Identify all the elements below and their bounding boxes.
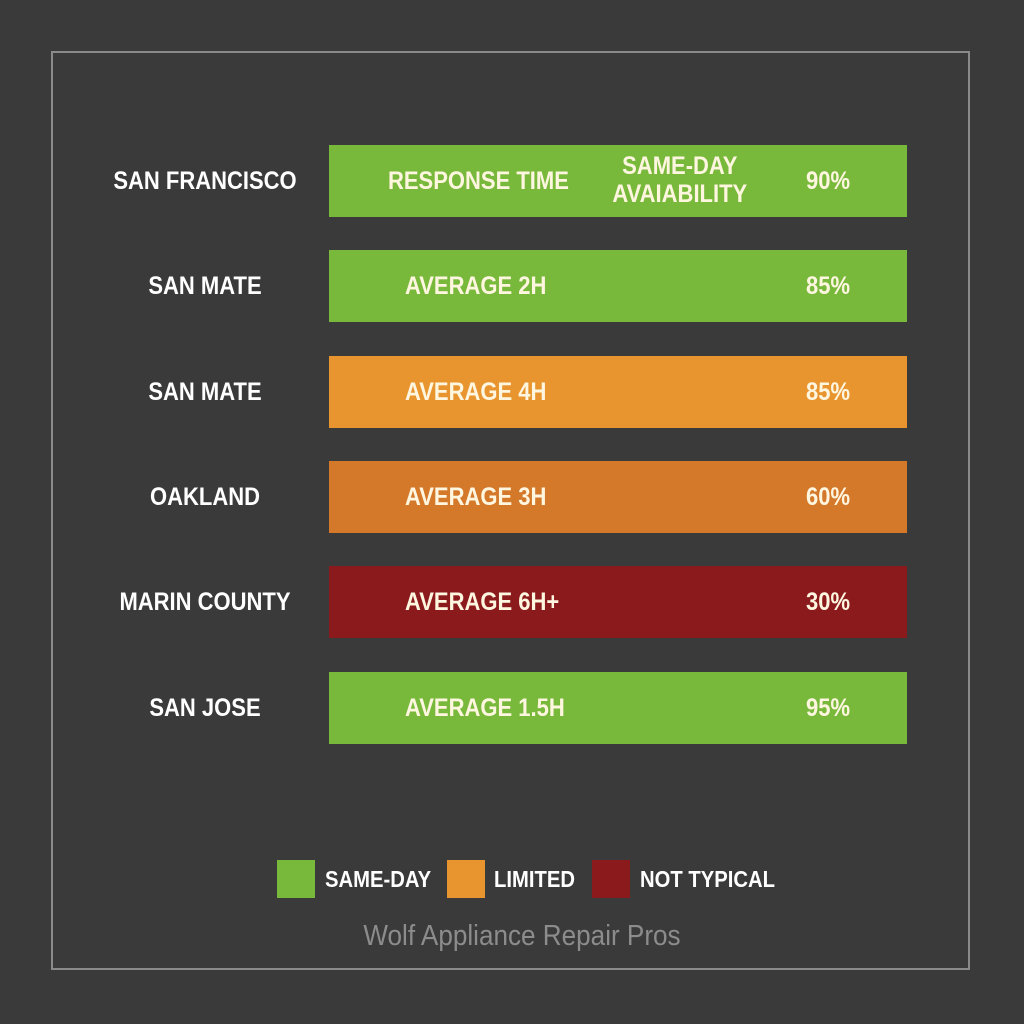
- response-time: AVERAGE 2H: [405, 272, 547, 301]
- legend-label: NOT TYPICAL: [640, 866, 775, 892]
- frame: [51, 51, 970, 970]
- row-bar: AVERAGE 2H 85%: [329, 250, 907, 323]
- response-time: RESPONSE TIME: [388, 167, 569, 195]
- row-bar: AVERAGE 6H+ 30%: [329, 566, 907, 639]
- availability-percent: 85%: [806, 377, 851, 406]
- availability-header: SAME-DAY AVAIABILITY: [612, 152, 748, 208]
- response-time: AVERAGE 6H+: [405, 588, 560, 617]
- availability-percent: 90%: [806, 167, 851, 195]
- response-time: AVERAGE 3H: [405, 482, 547, 511]
- city-label: OAKLAND: [150, 482, 260, 511]
- legend-swatch: [277, 860, 315, 898]
- legend-swatch: [447, 860, 485, 898]
- row-bar: AVERAGE 3H 60%: [329, 460, 907, 533]
- city-label: SAN JOSE: [149, 693, 261, 722]
- legend-label: LIMITED: [494, 866, 575, 892]
- availability-percent: 30%: [806, 588, 851, 617]
- response-time: AVERAGE 1.5H: [405, 693, 565, 722]
- availability-percent: 60%: [806, 482, 851, 511]
- city-label: MARIN COUNTY: [119, 588, 291, 617]
- availability-percent: 95%: [806, 693, 851, 722]
- response-time: AVERAGE 4H: [405, 377, 547, 406]
- city-label: SAN MATE: [148, 377, 262, 406]
- availability-percent: 85%: [806, 272, 851, 301]
- city-label: SAN FRANCISCO: [113, 167, 297, 195]
- footer: Wolf Appliance Repair Pros: [363, 920, 681, 952]
- row-bar: AVERAGE 4H 85%: [329, 355, 907, 428]
- city-label: SAN MATE: [148, 272, 262, 301]
- legend-swatch: [592, 860, 630, 898]
- row-bar: RESPONSE TIME SAME-DAY AVAIABILITY 90%: [329, 145, 907, 217]
- row-bar: AVERAGE 1.5H 95%: [329, 671, 907, 744]
- legend-label: SAME-DAY: [325, 866, 432, 892]
